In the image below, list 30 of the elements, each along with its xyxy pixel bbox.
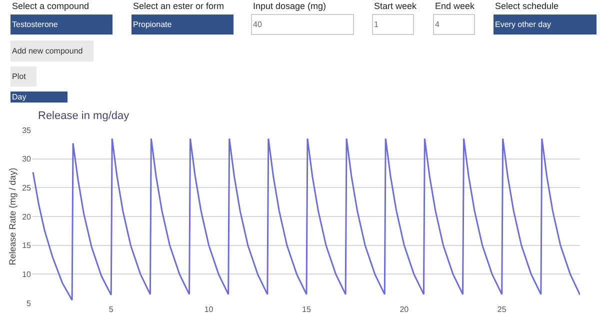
- text: 4: [435, 20, 440, 29]
- y-tick-label: 5: [26, 298, 32, 308]
- text: Select a compound: [12, 1, 90, 11]
- y-tick-label: 30: [22, 154, 32, 164]
- x-tick-label: 5: [108, 305, 114, 314]
- y-tick-label: 35: [22, 126, 32, 135]
- x-tick-label: 20: [400, 305, 410, 314]
- text: Select schedule: [495, 1, 559, 11]
- y-tick-label: 10: [22, 270, 32, 279]
- text: Testosterone: [12, 20, 58, 29]
- text: Select an ester or form: [133, 1, 224, 11]
- text: Add new compound: [12, 46, 83, 56]
- chart-title: Release in mg/day: [38, 110, 130, 122]
- text: 1: [374, 20, 379, 29]
- x-tick-label: 10: [204, 305, 214, 314]
- x-tick-label: 15: [302, 305, 312, 314]
- text: End week: [435, 1, 476, 11]
- y-axis-title: Release Rate (mg / day): [7, 168, 18, 266]
- text: Day: [12, 92, 26, 102]
- y-tick-label: 25: [22, 183, 32, 192]
- line-series: [32, 138, 580, 301]
- text: Plot: [12, 72, 27, 81]
- text: Input dosage (mg): [253, 1, 326, 11]
- x-tick-label: 25: [497, 305, 507, 314]
- text: 40: [253, 20, 262, 29]
- text: Start week: [374, 1, 418, 11]
- y-tick-label: 15: [22, 241, 32, 250]
- text: Propionate: [133, 20, 172, 29]
- y-tick-label: 20: [22, 212, 32, 222]
- text: Every other day: [495, 20, 552, 29]
